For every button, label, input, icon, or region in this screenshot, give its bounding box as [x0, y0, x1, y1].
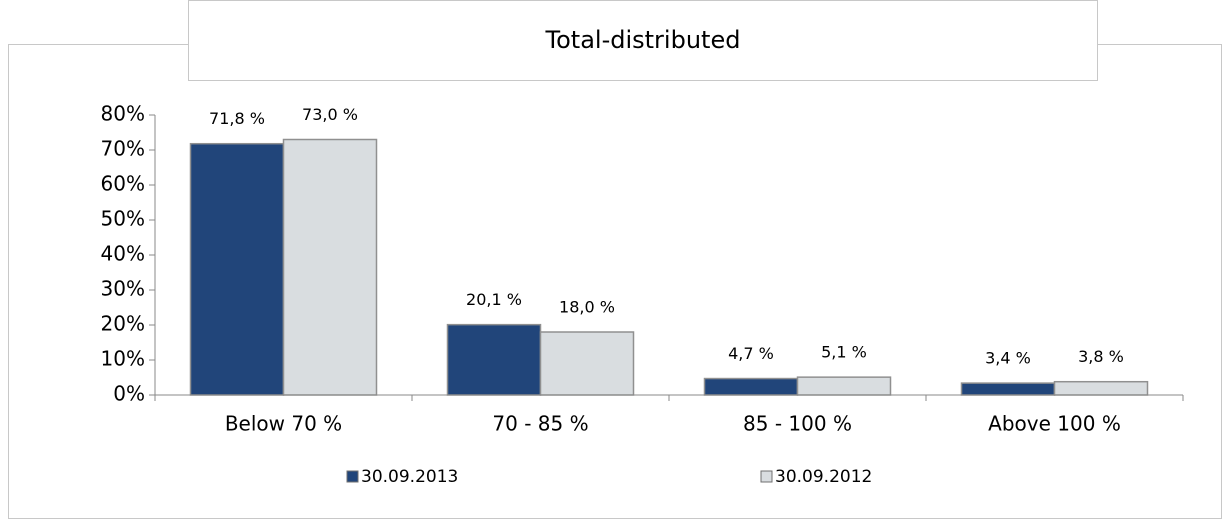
legend-swatch — [760, 470, 773, 483]
bar — [189, 142, 285, 396]
y-tick-label: 30% — [101, 277, 145, 301]
value-label: 3,4 % — [985, 349, 1031, 368]
y-tick-label: 0% — [113, 382, 145, 406]
legend-swatch — [346, 470, 359, 483]
x-tick-label: 70 - 85 % — [492, 412, 588, 436]
value-label: 71,8 % — [209, 109, 265, 128]
bar — [539, 331, 635, 396]
bar — [796, 376, 892, 396]
y-tick-label: 10% — [101, 347, 145, 371]
legend-label: 30.09.2013 — [361, 467, 458, 487]
y-tick-label: 80% — [101, 102, 145, 126]
bar — [446, 323, 542, 396]
bar — [282, 138, 378, 396]
value-label: 20,1 % — [466, 290, 522, 309]
value-label: 4,7 % — [728, 344, 774, 363]
x-tick-label: Above 100 % — [988, 412, 1121, 436]
value-label: 5,1 % — [821, 343, 867, 362]
value-label: 73,0 % — [302, 105, 358, 124]
y-tick-label: 20% — [101, 312, 145, 336]
y-tick-label: 70% — [101, 137, 145, 161]
y-tick-label: 60% — [101, 172, 145, 196]
bar — [1053, 380, 1149, 396]
value-label: 18,0 % — [559, 298, 615, 317]
bar — [960, 382, 1056, 396]
y-tick-label: 40% — [101, 242, 145, 266]
title-box — [188, 0, 1098, 81]
value-label: 3,8 % — [1078, 347, 1124, 366]
legend-label: 30.09.2012 — [775, 467, 872, 487]
y-tick-label: 50% — [101, 207, 145, 231]
bar — [703, 377, 799, 396]
x-tick-label: 85 - 100 % — [743, 412, 852, 436]
chart-title: Total-distributed — [545, 26, 741, 54]
x-tick-label: Below 70 % — [225, 412, 342, 436]
